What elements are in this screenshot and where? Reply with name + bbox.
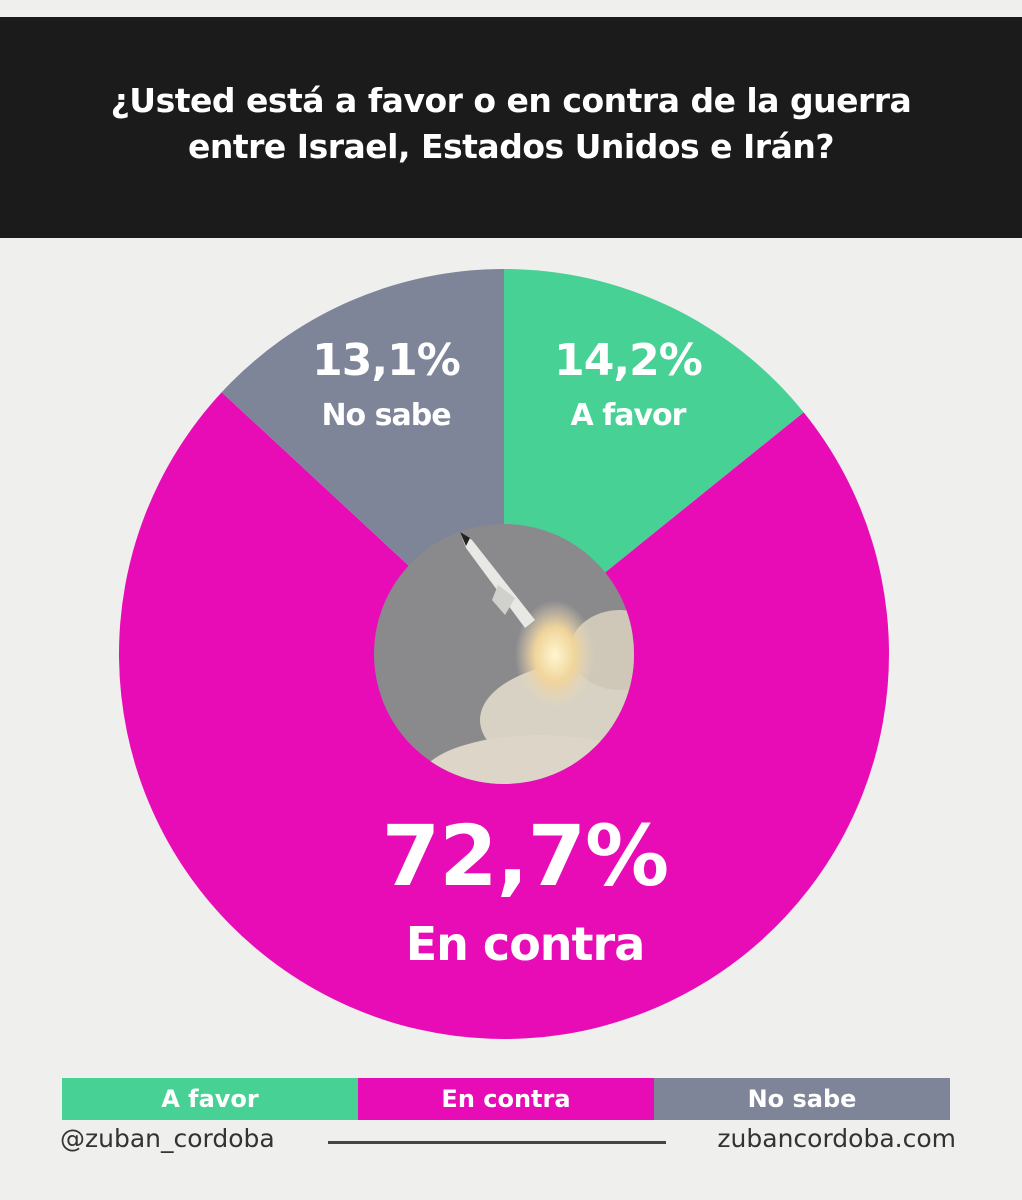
social-handle: @zuban_cordoba [60, 1124, 275, 1153]
title-banner: ¿Usted está a favor o en contra de la gu… [0, 17, 1022, 238]
website: zubancordoba.com [717, 1124, 956, 1153]
value-label: 13,1% [312, 335, 460, 386]
legend: A favor En contra No sabe [62, 1078, 950, 1120]
value-label: 72,7% [382, 807, 668, 905]
legend-item-en-contra: En contra [358, 1078, 654, 1120]
divider [328, 1141, 666, 1144]
value-label: 14,2% [554, 335, 702, 386]
slice-label: En contra [406, 917, 645, 971]
slice-label: No sabe [321, 398, 450, 433]
legend-item-no-sabe: No sabe [654, 1078, 950, 1120]
slice-label: A favor [571, 398, 687, 433]
chart-title: ¿Usted está a favor o en contra de la gu… [110, 80, 912, 166]
legend-item-a-favor: A favor [62, 1078, 358, 1120]
